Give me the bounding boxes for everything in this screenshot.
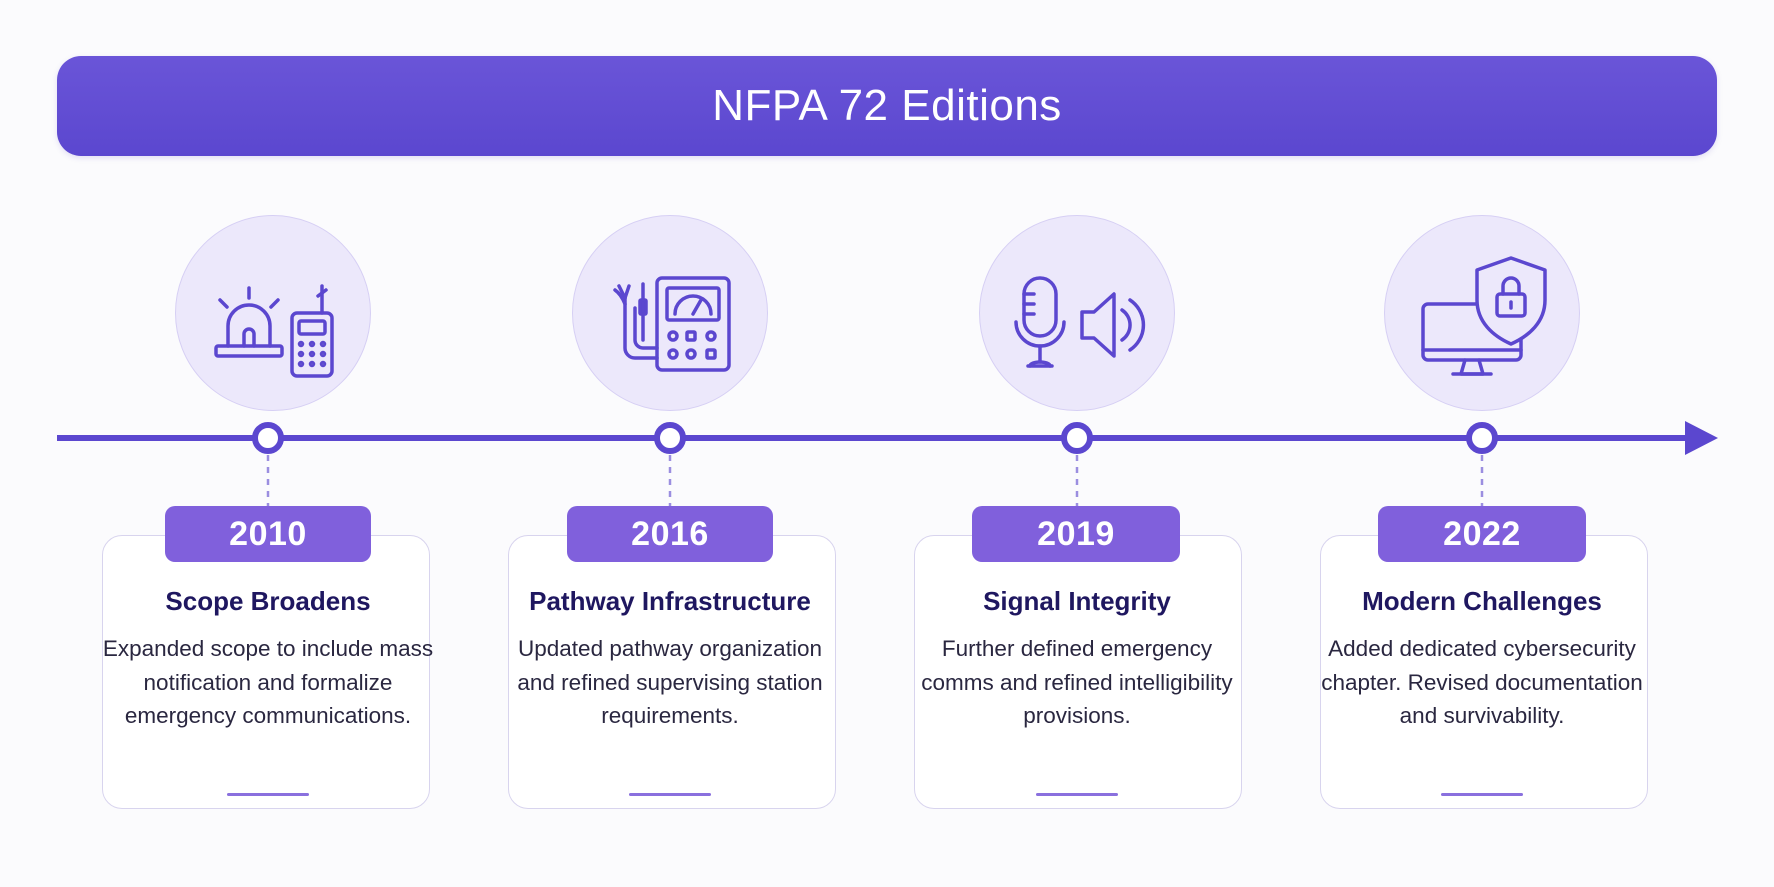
timeline-arrowhead	[1685, 421, 1718, 455]
timeline-node-2016	[654, 422, 686, 454]
milestone-title: Pathway Infrastructure	[529, 586, 811, 616]
card-divider	[1441, 793, 1523, 796]
year-badge: 2019	[972, 506, 1180, 562]
milestone-description: Expanded scope to include mass notificat…	[102, 636, 434, 728]
milestone-card-2016	[508, 535, 836, 809]
milestone-description: Added dedicated cybersecurity chapter. R…	[1321, 636, 1643, 728]
year-badge: 2010	[165, 506, 371, 562]
milestone-description: Further defined emergency comms and refi…	[921, 636, 1233, 728]
title-banner: NFPA 72 Editions	[57, 56, 1717, 156]
card-divider	[629, 793, 711, 796]
card-divider	[227, 793, 309, 796]
year-badge: 2022	[1378, 506, 1586, 562]
milestone-card-2022	[1320, 535, 1648, 809]
card-divider	[1036, 793, 1118, 796]
milestone-title: Scope Broadens	[165, 586, 371, 616]
microphone-and-speaker-icon	[979, 215, 1175, 411]
computer-with-security-shield-icon	[1384, 215, 1580, 411]
milestone-card-2019	[914, 535, 1242, 809]
alarm-beacon-and-radio-icon	[175, 215, 371, 411]
control-panel-and-cables-icon	[572, 215, 768, 411]
timeline-node-2010	[252, 422, 284, 454]
timeline-node-2022	[1466, 422, 1498, 454]
year-badge: 2016	[567, 506, 773, 562]
timeline-node-2019	[1061, 422, 1093, 454]
milestone-title: Signal Integrity	[983, 586, 1171, 616]
page-title: NFPA 72 Editions	[712, 81, 1062, 130]
milestone-description: Updated pathway organization and refined…	[517, 636, 823, 728]
milestone-card-2010	[102, 535, 430, 809]
milestone-title: Modern Challenges	[1362, 586, 1602, 616]
